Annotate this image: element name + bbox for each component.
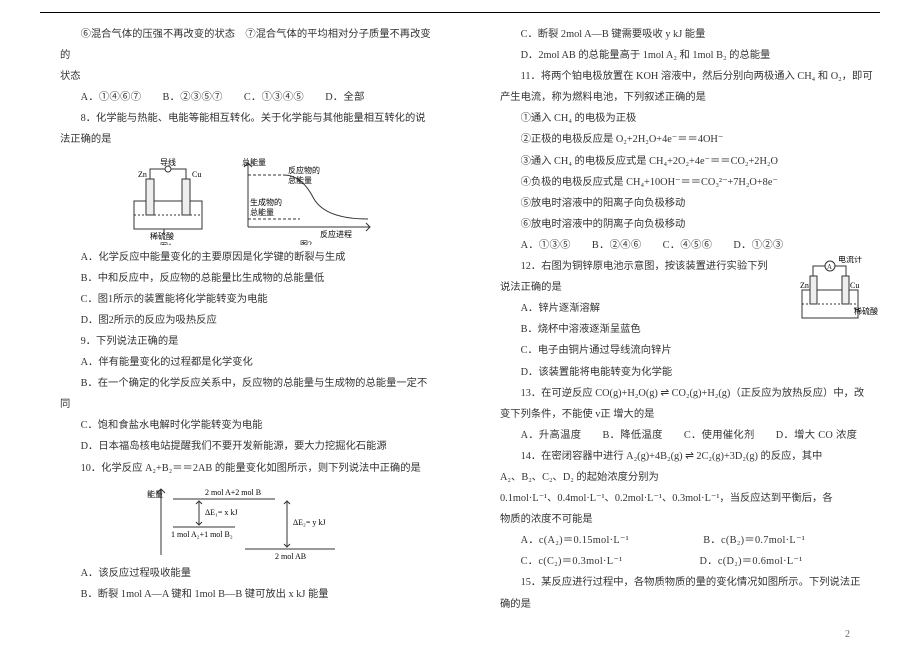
q15-stem: 15．某反应进行过程中，各物质物质的量的变化情况如图所示。下列说法正 — [500, 572, 880, 593]
label-react2: 总能量 — [288, 175, 312, 185]
q12-text: 12．右图为铜锌原电池示意图，按该装置进行实验下列说法正确的是 — [500, 261, 768, 293]
label-yaxis: 总能量 — [242, 157, 266, 167]
label-acid: 稀硫酸 — [854, 306, 878, 316]
q11-3: ③通入 CH₄ 的电极反应式是 CH₄+2O₂+4e⁻＝＝CO₂+2H₂O — [500, 151, 880, 172]
q10-opt-b: B．断裂 1mol A—A 键和 1mol B—B 键可放出 x kJ 能量 — [60, 584, 440, 605]
q11-stem-cont: 产生电流，称为燃料电池，下列叙述正确的是 — [500, 87, 880, 108]
label-prod2: 总能量 — [250, 207, 274, 217]
q11-4: ④负极的电极反应式是 CH₄+10OH⁻＝＝CO₃²⁻+7H₂O+8e⁻ — [500, 172, 880, 193]
label-react: 反应物的 — [288, 165, 320, 175]
label-zn: Zn — [800, 281, 809, 290]
q8-opt-a: A．化学反应中能量变化的主要原因是化学键的断裂与生成 — [60, 247, 440, 268]
q12-opt-d: D．该装置能将电能转变为化学能 — [500, 362, 880, 383]
q9-opt-b: B．在一个确定的化学反应关系中，反应物的总能量与生成物的总能量一定不 — [60, 373, 440, 394]
electrochem-and-energy-diagram: Zn Cu 导线 稀硫酸 图1 总能量 反应物的 总能量 — [120, 155, 380, 245]
q9-opt-d: D．日本福岛核电站提醒我们不要开发新能源，要大力挖掘化石能源 — [60, 436, 440, 457]
q14-c: 0.1mol·L⁻¹、0.4mol·L⁻¹、0.2mol·L⁻¹、0.3mol·… — [500, 488, 880, 509]
q9-opt-c: C．饱和食盐水电解时化学能转变为电能 — [60, 415, 440, 436]
q12-opt-c: C．电子由铜片通过导线流向锌片 — [500, 340, 880, 361]
figure-3: A 电流计 Zn Cu 稀硫酸 — [773, 256, 880, 334]
label-cu: Cu — [192, 170, 201, 179]
q8-opt-d: D．图2所示的反应为吸热反应 — [60, 310, 440, 331]
label-top: 2 mol A+2 mol B — [205, 488, 261, 497]
q8-stem-cont: 法正确的是 — [60, 129, 440, 150]
q8-opt-b: B．中和反应中，反应物的总能量比生成物的总能量低 — [60, 268, 440, 289]
label-acid: 稀硫酸 — [150, 231, 174, 241]
q14-stem: 14．在密闭容器中进行 A₂(g)+4B₂(g) ⇌ 2C₂(g)+3D₂(g)… — [500, 446, 880, 467]
label-left: 1 mol A₂+1 mol B₂ — [171, 530, 233, 539]
figure-1: Zn Cu 导线 稀硫酸 图1 总能量 反应物的 总能量 — [60, 155, 440, 245]
q11-options: A．①③⑤ B．②④⑥ C．④⑤⑥ D．①②③ — [500, 235, 880, 256]
q13-options: A．升高温度 B．降低温度 C．使用催化剂 D．增大 CO 浓度 — [500, 425, 880, 446]
q10-opt-a: A．该反应过程吸收能量 — [60, 563, 440, 584]
label-prod: 生成物的 — [250, 197, 282, 207]
text-line: 状态 — [60, 66, 440, 87]
q9-opt-b-cont: 同 — [60, 394, 440, 415]
top-rule — [40, 12, 880, 13]
label-de1: ΔE₁= x kJ — [205, 508, 237, 517]
right-column: C．断裂 2mol A—B 键需要吸收 y kJ 能量 D．2mol AB 的总… — [500, 24, 880, 615]
q7-options: A．①④⑥⑦ B．②③⑤⑦ C．①③④⑤ D．全部 — [60, 87, 440, 108]
q8-stem: 8．化学能与热能、电能等能相互转化。关于化学能与其他能量相互转化的说 — [60, 108, 440, 129]
label-meter: 电流计 — [838, 256, 862, 264]
q8-opt-c: C．图1所示的装置能将化学能转变为电能 — [60, 289, 440, 310]
text-line: ⑥混合气体的压强不再改变的状态 ⑦混合气体的平均相对分子质量不再改变的 — [60, 24, 440, 66]
q10-opt-c: C．断裂 2mol A—B 键需要吸收 y kJ 能量 — [500, 24, 880, 45]
page-body: ⑥混合气体的压强不再改变的状态 ⑦混合气体的平均相对分子质量不再改变的 状态 A… — [0, 0, 920, 615]
q15-stem-cont: 确的是 — [500, 594, 880, 615]
q11-stem: 11．将两个铂电极放置在 KOH 溶液中，然后分别向两极通入 CH₄ 和 O₂，… — [500, 66, 880, 87]
label-tag1: 图1 — [160, 242, 172, 245]
label-zn: Zn — [138, 170, 147, 179]
svg-text:A: A — [827, 263, 832, 271]
q12-stem: A 电流计 Zn Cu 稀硫酸 12．右图为铜锌原电池示意图，按该装置进行实验下… — [500, 256, 880, 298]
page-number: 2 — [845, 629, 850, 640]
label-y: 能量 — [147, 489, 163, 499]
q13-stem: 13．在可逆反应 CO(g)+H₂O(g) ⇌ CO₂(g)+H₂(g)（正反应… — [500, 383, 880, 404]
figure-2: 能量 2 mol A+2 mol B 1 mol A₂+1 mol B₂ 2 m… — [60, 483, 440, 561]
label-xaxis: 反应进程 — [320, 229, 352, 239]
q14-options-a: A．c(A₂)＝0.15mol·L⁻¹ B．c(B₂)＝0.7mol·L⁻¹ — [500, 530, 880, 551]
q10-opt-d: D．2mol AB 的总能量高于 1mol A₂ 和 1mol B₂ 的总能量 — [500, 45, 880, 66]
q11-1: ①通入 CH₄ 的电极为正极 — [500, 108, 880, 129]
q11-2: ②正极的电极反应是 O₂+2H₂O+4e⁻＝＝4OH⁻ — [500, 129, 880, 150]
q14-options-b: C．c(C₂)＝0.3mol·L⁻¹ D．c(D₂)＝0.6mol·L⁻¹ — [500, 551, 880, 572]
q9-stem: 9．下列说法正确的是 — [60, 331, 440, 352]
q14-d: 物质的浓度不可能是 — [500, 509, 880, 530]
label-bot: 2 mol AB — [275, 552, 306, 561]
q9-opt-a: A．伴有能量变化的过程都是化学变化 — [60, 352, 440, 373]
q11-6: ⑥放电时溶液中的阴离子向负极移动 — [500, 214, 880, 235]
label-tag2: 图2 — [300, 240, 312, 245]
left-column: ⑥混合气体的压强不再改变的状态 ⑦混合气体的平均相对分子质量不再改变的 状态 A… — [60, 24, 440, 615]
label-cu: Cu — [850, 281, 859, 290]
cu-zn-cell-diagram: A 电流计 Zn Cu 稀硫酸 — [794, 256, 880, 326]
label-de2: ΔE₂= y kJ — [293, 518, 325, 527]
energy-level-diagram: 能量 2 mol A+2 mol B 1 mol A₂+1 mol B₂ 2 m… — [145, 483, 355, 561]
q13-stem-cont: 变下列条件，不能使 v正 增大的是 — [500, 404, 880, 425]
q14-b: A₂、B₂、C₂、D₂ 的起始浓度分别为 — [500, 467, 880, 488]
label-wire: 导线 — [160, 157, 176, 167]
q10-stem: 10．化学反应 A₂+B₂＝＝2AB 的能量变化如图所示，则下列说法中正确的是 — [60, 458, 440, 479]
q11-5: ⑤放电时溶液中的阳离子向负极移动 — [500, 193, 880, 214]
